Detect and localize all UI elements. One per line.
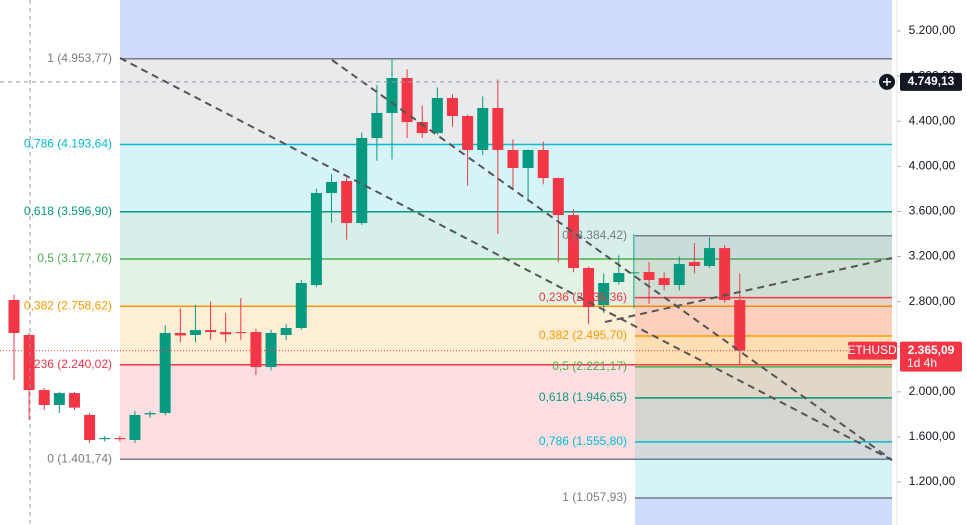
candle-body bbox=[658, 278, 670, 286]
drawings: 1 (4.953,77) 0,786 (4.193,64) 0,618 (3.596… bbox=[0, 0, 897, 525]
fib-label: 0 (1.401,74) bbox=[47, 451, 112, 465]
candle-body bbox=[250, 332, 262, 368]
trend-line bbox=[331, 59, 893, 461]
candle-body bbox=[68, 393, 80, 408]
candle-body bbox=[734, 300, 746, 351]
fib-label: 0,5 (3.177,76) bbox=[37, 251, 112, 265]
candle-body bbox=[8, 300, 20, 333]
candle-body bbox=[129, 414, 141, 440]
candle-body bbox=[144, 413, 156, 415]
plot-layer bbox=[8, 59, 746, 444]
candle-body bbox=[220, 332, 232, 335]
range-highlight bbox=[635, 498, 892, 525]
candle-body bbox=[688, 262, 700, 266]
candle-body bbox=[446, 97, 458, 117]
candle-body bbox=[265, 332, 277, 368]
candle-body bbox=[522, 149, 534, 169]
candle-body bbox=[114, 438, 126, 440]
candle-body bbox=[537, 149, 549, 179]
candle-body bbox=[356, 138, 368, 224]
candle-body bbox=[643, 271, 655, 280]
candle-body bbox=[205, 330, 217, 333]
fib-band bbox=[120, 364, 892, 460]
candle-body bbox=[38, 390, 50, 406]
candle-body bbox=[583, 268, 595, 308]
candle-body bbox=[416, 122, 428, 134]
candle-body bbox=[719, 248, 731, 301]
candle-body bbox=[174, 332, 186, 336]
symbol-label: ETHUSD bbox=[847, 343, 897, 357]
fib-label: 0,382 (2.495,70) bbox=[539, 328, 627, 342]
candle-body bbox=[371, 112, 383, 139]
candle-body bbox=[704, 248, 716, 266]
fib-label: 0,5 (2.221,17) bbox=[552, 359, 627, 373]
y-tick-label: 1.200,00 bbox=[909, 474, 956, 488]
price-axis: 5.200,004.800,004.400,004.000,003.600,00… bbox=[847, 0, 967, 525]
symbol-box bbox=[848, 341, 897, 360]
y-tick-label: 2.800,00 bbox=[909, 294, 956, 308]
candle-body bbox=[613, 272, 625, 283]
y-tick-label: 4.000,00 bbox=[909, 158, 956, 172]
candle-body bbox=[552, 178, 564, 216]
y-tick-label: 4.400,00 bbox=[909, 113, 956, 127]
fib-band bbox=[120, 58, 892, 145]
fib-label: 0,786 (1.555,80) bbox=[539, 434, 627, 448]
fib-label: 0,236 (2.835,36) bbox=[539, 290, 627, 304]
candle-body bbox=[507, 149, 519, 169]
candle-body bbox=[295, 283, 307, 329]
candle-body bbox=[628, 272, 640, 274]
crosshair-price: 4.749,13 bbox=[908, 74, 955, 88]
fib-band bbox=[120, 144, 892, 212]
candle-body bbox=[53, 393, 65, 406]
candle-body bbox=[673, 264, 685, 286]
range-highlight bbox=[120, 0, 892, 59]
last-price-box bbox=[900, 341, 962, 372]
fib-label: 0,236 (2.240,02) bbox=[24, 357, 112, 371]
candle-body bbox=[159, 332, 171, 414]
candle-body bbox=[431, 97, 443, 134]
y-tick-label: 1.600,00 bbox=[909, 429, 956, 443]
fib-label: 0,618 (3.596,90) bbox=[24, 204, 112, 218]
crosshair-price-box bbox=[900, 72, 962, 91]
y-tick-label: 2.000,00 bbox=[909, 384, 956, 398]
candle-body bbox=[189, 330, 201, 336]
fib-label: 0 (3.384,42) bbox=[562, 228, 627, 242]
y-tick-label: 3.200,00 bbox=[909, 249, 956, 263]
candle-body bbox=[310, 193, 322, 286]
candle-body bbox=[598, 283, 610, 306]
candle-body bbox=[401, 78, 413, 123]
background-layer bbox=[120, 0, 892, 525]
candle-body bbox=[326, 181, 338, 194]
y-tick-label: 5.200,00 bbox=[909, 23, 956, 37]
candle-body bbox=[492, 108, 504, 150]
candle-body bbox=[341, 180, 353, 224]
candle-body bbox=[99, 438, 111, 440]
y-tick-label: 3.600,00 bbox=[909, 204, 956, 218]
candle-body bbox=[386, 78, 398, 113]
candle-body bbox=[23, 335, 35, 391]
candle-body bbox=[477, 108, 489, 150]
fib-label: 1 (4.953,77) bbox=[47, 51, 112, 65]
fib-band bbox=[635, 441, 892, 499]
fib-band bbox=[635, 297, 892, 336]
trend-line bbox=[119, 57, 893, 461]
candle-body bbox=[235, 332, 247, 334]
countdown: 1d 4h bbox=[907, 356, 937, 370]
candle-body bbox=[567, 215, 579, 269]
fib-label: 0,786 (4.193,64) bbox=[24, 137, 112, 151]
last-price: 2.365,09 bbox=[908, 343, 955, 357]
fib-label: 0,618 (1.946,65) bbox=[539, 390, 627, 404]
fib-band bbox=[635, 397, 892, 442]
trend-line bbox=[604, 257, 893, 323]
fib-label: 1 (1.057,93) bbox=[562, 490, 627, 504]
candle-body bbox=[280, 328, 292, 336]
candle-body bbox=[462, 116, 474, 150]
fib-label: 0,382 (2.758,62) bbox=[24, 298, 112, 312]
candle-body bbox=[84, 414, 96, 440]
fib-band bbox=[120, 259, 892, 307]
